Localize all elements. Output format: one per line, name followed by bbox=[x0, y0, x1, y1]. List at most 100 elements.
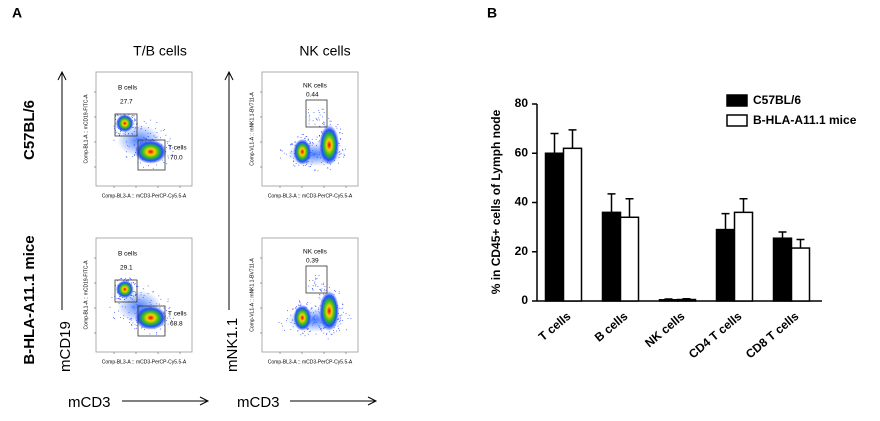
event-dot bbox=[343, 156, 345, 158]
event-dot bbox=[130, 279, 132, 280]
error-bar bbox=[682, 298, 691, 300]
event-dot bbox=[347, 318, 349, 320]
event-dot bbox=[332, 330, 334, 331]
event-dot bbox=[131, 324, 132, 325]
event-dot bbox=[323, 293, 324, 295]
y-tick-label: 80 bbox=[515, 96, 529, 110]
event-dot bbox=[280, 149, 281, 151]
x-axis-title: mCD3 bbox=[68, 394, 111, 411]
event-dot bbox=[309, 140, 311, 142]
x-tick-label: CD4 T cells bbox=[686, 309, 745, 362]
y-tick-label: 40 bbox=[515, 195, 529, 209]
event-dot bbox=[166, 146, 167, 148]
event-dot bbox=[340, 128, 341, 130]
event-dot bbox=[120, 131, 122, 133]
event-dot bbox=[312, 289, 314, 291]
event-dot bbox=[304, 137, 306, 139]
event-dot bbox=[115, 123, 117, 125]
event-dot bbox=[306, 303, 308, 305]
event-dot bbox=[307, 138, 309, 140]
event-dot bbox=[171, 320, 173, 321]
event-dot bbox=[318, 117, 320, 119]
event-dot bbox=[137, 286, 139, 287]
bar bbox=[733, 211, 754, 302]
gate-value: 27.7 bbox=[120, 99, 133, 106]
event-dot bbox=[324, 286, 326, 287]
event-dot bbox=[330, 333, 332, 335]
event-dot bbox=[315, 284, 317, 286]
event-dot bbox=[318, 275, 320, 276]
event-dot bbox=[315, 117, 317, 119]
event-dot bbox=[131, 325, 133, 326]
event-dot bbox=[326, 332, 328, 334]
event-dot bbox=[337, 124, 339, 125]
error-bar bbox=[664, 298, 673, 300]
event-dot bbox=[116, 297, 118, 299]
event-dot bbox=[281, 150, 283, 152]
y-axis-label: Comp-VL1-A :: mNK1.1-BV711-A bbox=[249, 92, 255, 166]
event-dot bbox=[312, 288, 314, 290]
event-dot bbox=[292, 308, 294, 310]
event-dot bbox=[308, 285, 310, 287]
event-dot bbox=[163, 162, 165, 163]
y-axis-label: Comp-BL1-A :: mCD19-FITC-A bbox=[83, 94, 89, 164]
event-dot bbox=[169, 317, 171, 319]
event-dot bbox=[342, 149, 343, 151]
event-dot bbox=[304, 331, 306, 333]
event-dot bbox=[299, 300, 300, 302]
event-dot bbox=[166, 163, 167, 165]
event-dot bbox=[133, 115, 135, 117]
x-tick-label: T cells bbox=[536, 309, 574, 344]
event-dot bbox=[290, 143, 292, 145]
event-dot bbox=[323, 112, 325, 113]
column-title: NK cells bbox=[299, 43, 350, 59]
event-dot bbox=[311, 138, 313, 140]
event-dot bbox=[280, 322, 282, 324]
gate bbox=[305, 99, 328, 128]
event-dot bbox=[171, 153, 173, 155]
event-dot bbox=[321, 288, 323, 290]
gate-name: T cells bbox=[168, 145, 187, 152]
event-dot bbox=[322, 123, 324, 125]
row-label: C57BL/6 bbox=[21, 100, 38, 160]
event-dot bbox=[115, 119, 117, 120]
event-dot bbox=[326, 333, 327, 335]
event-dot bbox=[327, 338, 329, 340]
event-dot bbox=[158, 295, 160, 297]
event-dot bbox=[312, 285, 314, 287]
event-dot bbox=[342, 304, 344, 306]
event-dot bbox=[114, 311, 115, 313]
event-dot bbox=[291, 143, 293, 144]
event-dot bbox=[341, 133, 343, 134]
event-dot bbox=[321, 108, 323, 110]
event-dot bbox=[133, 123, 135, 125]
event-dot bbox=[329, 120, 331, 122]
event-dot bbox=[116, 131, 118, 133]
event-dot bbox=[134, 118, 135, 120]
bar bbox=[658, 299, 679, 302]
event-dot bbox=[300, 136, 302, 138]
event-dot bbox=[328, 117, 330, 119]
event-dot bbox=[143, 121, 145, 122]
event-dot bbox=[295, 307, 297, 309]
event-dot bbox=[305, 135, 307, 137]
event-dot bbox=[306, 136, 308, 137]
event-dot bbox=[145, 122, 147, 124]
bar bbox=[790, 247, 811, 302]
event-dot bbox=[315, 285, 316, 287]
event-dot bbox=[168, 140, 170, 142]
population bbox=[115, 280, 134, 299]
y-axis-label: Comp-BL1-A :: mCD19-FITC-A bbox=[83, 260, 89, 330]
event-dot bbox=[338, 328, 339, 329]
error-bar bbox=[607, 193, 616, 213]
event-dot bbox=[295, 307, 297, 309]
event-dot bbox=[335, 126, 337, 127]
event-dot bbox=[163, 307, 165, 309]
bar bbox=[772, 237, 793, 302]
event-dot bbox=[328, 331, 330, 333]
event-dot bbox=[156, 164, 158, 166]
event-dot bbox=[324, 288, 325, 290]
event-dot bbox=[316, 119, 318, 121]
event-dot bbox=[285, 320, 287, 322]
x-tick-label: NK cells bbox=[642, 309, 688, 350]
